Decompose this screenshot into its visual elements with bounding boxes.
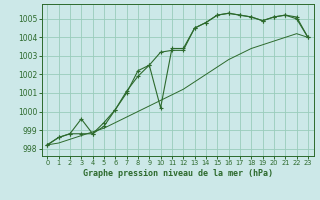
- X-axis label: Graphe pression niveau de la mer (hPa): Graphe pression niveau de la mer (hPa): [83, 169, 273, 178]
